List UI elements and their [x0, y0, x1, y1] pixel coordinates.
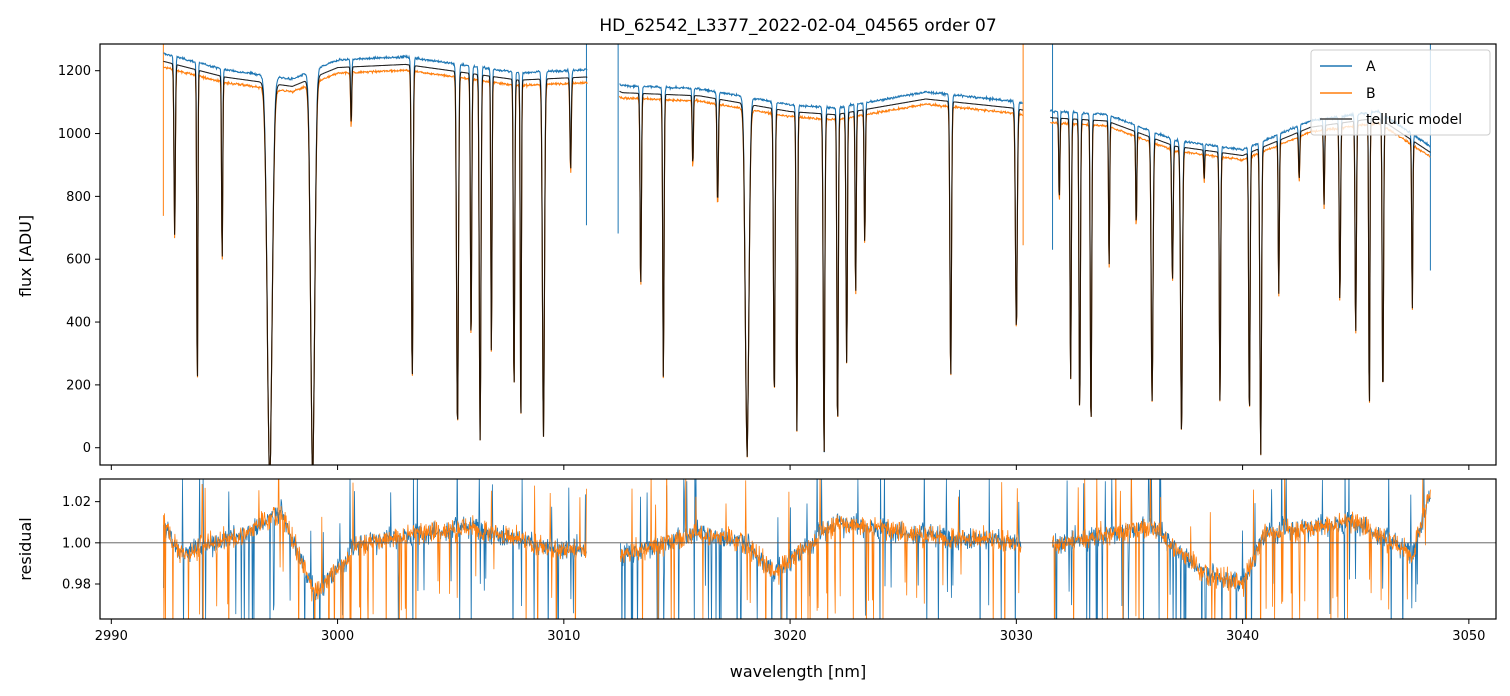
- flux-y-tick-label: 1000: [58, 127, 91, 142]
- x-tick-label: 3010: [547, 629, 580, 644]
- legend-label-A: A: [1366, 59, 1376, 75]
- telluric-model-line: [163, 60, 1431, 465]
- flux-y-tick-label: 0: [83, 441, 91, 456]
- legend-box: [1310, 49, 1491, 136]
- flux-y-tick-label: 400: [66, 316, 91, 331]
- spike-lines: [162, 44, 1431, 271]
- x-tick-label: 3050: [1452, 629, 1485, 644]
- residual-y-axis-ticks: 0.98 1.00 1.02: [62, 495, 100, 593]
- flux-x-axis-ticks: [110, 465, 1470, 470]
- flux-y-tick-label: 1200: [58, 64, 91, 79]
- residual-y-tick-label: 1.02: [62, 495, 91, 510]
- flux-y-axis-label: flux [ADU]: [16, 215, 35, 297]
- x-tick-label: 3030: [1000, 629, 1033, 644]
- residual-y-tick-label: 1.00: [62, 536, 91, 551]
- residual-x-axis-ticks: 2990 3000 3010 3020 3030 3040 3050: [95, 619, 1485, 644]
- residual-axes-frame: [99, 478, 1497, 620]
- x-tick-label: 3020: [774, 629, 807, 644]
- flux-y-tick-label: 800: [66, 190, 91, 205]
- x-axis-label: wavelength [nm]: [730, 662, 867, 681]
- flux-axes-frame: [99, 43, 1497, 466]
- residual-A-line: [163, 479, 1431, 619]
- residual-y-axis-label: residual: [16, 517, 35, 580]
- flux-y-tick-label: 200: [66, 378, 91, 393]
- chart-title: HD_62542_L3377_2022-02-04_04565 order 07: [599, 16, 996, 36]
- flux-y-tick-label: 600: [66, 253, 91, 268]
- residual-B-line: [163, 479, 1431, 619]
- legend: A B telluric model: [1310, 49, 1491, 136]
- x-tick-label: 3000: [321, 629, 354, 644]
- legend-label-telluric-model: telluric model: [1366, 112, 1462, 128]
- flux-y-axis-ticks: 0 200 400 600 800 1000 1200: [58, 64, 100, 456]
- flux-plot-area: [162, 44, 1431, 465]
- x-tick-label: 3040: [1226, 629, 1259, 644]
- residual-y-tick-label: 0.98: [62, 578, 91, 593]
- legend-label-B: B: [1366, 86, 1376, 102]
- flux-panel: 0 200 400 600 800 1000 1200 flux [ADU] A B tel…: [16, 43, 1497, 470]
- x-tick-label: 2990: [95, 629, 128, 644]
- residual-panel: 0.98 1.00 1.02 2990 3000 3010 3020 3030 3040 305…: [16, 478, 1497, 681]
- residual-plot-area: [100, 479, 1496, 619]
